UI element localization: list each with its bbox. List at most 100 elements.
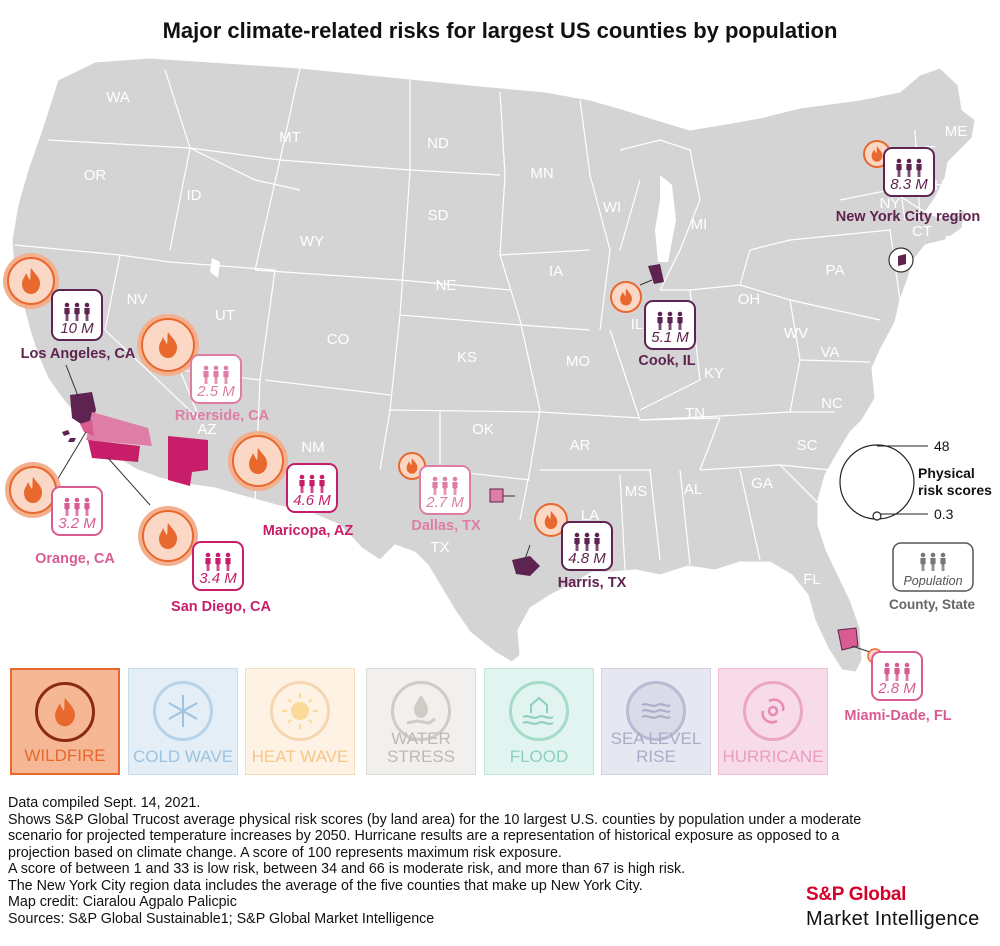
legend-tile-label: RISE — [636, 747, 676, 766]
state-label: SC — [797, 437, 818, 454]
footnote-line: projection based on climate change. A sc… — [8, 844, 562, 861]
footnote-line: Sources: S&P Global Sustainable1; S&P Gl… — [8, 910, 435, 927]
population-box-riverside: 2.5 M — [190, 354, 242, 404]
footnote-line: Shows S&P Global Trucost average physica… — [8, 811, 862, 828]
population-value: 5.1 M — [651, 329, 689, 346]
size-legend-max: 48 — [934, 438, 950, 454]
state-label: VA — [821, 344, 840, 361]
population-box-cook: 5.1 M — [644, 300, 696, 350]
risk-circle-riverside — [137, 314, 199, 376]
state-label: TX — [430, 539, 449, 556]
state-label: LA — [581, 507, 599, 524]
state-label: MO — [566, 353, 590, 370]
state-label: GA — [751, 475, 773, 492]
county-labels: Los Angeles, CA Riverside, CA Orange, CA… — [21, 209, 981, 724]
footnote-line: Data compiled Sept. 14, 2021. — [8, 795, 201, 811]
county-label: Dallas, TX — [411, 518, 481, 534]
hurricane-icon — [743, 681, 803, 741]
county-shape-dallas — [489, 488, 504, 503]
state-label: OR — [84, 167, 107, 184]
risk-circle-harris — [534, 503, 568, 537]
risk-circle-maricopa — [228, 431, 288, 491]
legend-tile-sea-level-rise: SEA LEVEL RISE — [601, 668, 711, 775]
county-label: San Diego, CA — [171, 599, 271, 615]
county-label: Orange, CA — [35, 551, 115, 567]
county-shape-orange — [80, 420, 94, 436]
county-label: Maricopa, AZ — [263, 523, 354, 539]
population-value: 4.6 M — [293, 492, 331, 509]
state-label: IL — [631, 316, 644, 333]
population-boxes: 10 M 2.5 M 3.2 M 3.4 M 4.6 M 2.7 M — [51, 147, 935, 701]
legend-tile-wildfire: WILDFIRE — [10, 668, 120, 775]
legend-tile-label: STRESS — [386, 747, 456, 766]
state-label: TN — [685, 405, 705, 422]
population-value: 8.3 M — [890, 176, 928, 193]
state-label: FL — [803, 571, 821, 588]
size-legend-title: risk scores — [918, 482, 992, 498]
state-label: NY — [880, 195, 901, 212]
size-legend-title: Physical — [918, 465, 975, 481]
population-box-maricopa: 4.6 M — [286, 463, 338, 513]
state-label: WI — [603, 199, 621, 216]
population-box-new-york: 8.3 M — [883, 147, 935, 197]
county-shape-miami-dade — [837, 627, 859, 651]
state-label: NJ — [908, 271, 926, 288]
population-box-harris: 4.8 M — [561, 521, 613, 571]
size-legend: 48 Physical risk scores 0.3 — [839, 438, 992, 522]
great-salt-lake — [210, 258, 220, 278]
county-shapes — [62, 247, 914, 651]
state-label: MD — [900, 319, 923, 336]
key-legend: Population County, State — [889, 542, 975, 612]
size-legend-min: 0.3 — [934, 506, 954, 522]
state-label: PA — [826, 262, 845, 279]
state-label: NC — [821, 395, 843, 412]
chart-title: Major climate-related risks for largest … — [162, 18, 838, 43]
footnote-line: A score of between 1 and 33 is low risk,… — [8, 861, 686, 877]
state-label: RI — [945, 233, 960, 250]
risk-circle-san-diego — [138, 506, 198, 566]
state-label: ME — [945, 123, 968, 140]
county-shape-cook — [648, 264, 664, 284]
state-label: WV — [784, 325, 808, 342]
state-label: DE — [901, 303, 922, 320]
population-box-dallas: 2.7 M — [419, 465, 471, 515]
state-label: MS — [625, 483, 648, 500]
population-value: 2.7 M — [425, 494, 464, 511]
brand-line-1: S&P Global — [806, 884, 907, 905]
risk-circles — [3, 140, 891, 664]
state-label: OK — [472, 421, 494, 438]
sun-icon — [270, 681, 330, 741]
state-label: CT — [912, 223, 932, 240]
state-label: MT — [279, 129, 301, 146]
legend-tile-label: WATER — [391, 729, 451, 748]
population-value: 4.8 M — [568, 550, 606, 567]
water-drop-hand-icon — [391, 681, 451, 741]
state-label: MN — [530, 165, 553, 182]
county-label: Harris, TX — [558, 575, 627, 591]
state-label: KS — [457, 349, 477, 366]
population-box-san-diego: 3.4 M — [192, 541, 244, 591]
brand-line-2: Market Intelligence — [806, 908, 980, 930]
population-value: 10 M — [60, 320, 94, 337]
waves-icon — [626, 681, 686, 741]
state-label: UT — [215, 307, 235, 324]
state-label: OH — [738, 291, 761, 308]
population-box-los-angeles: 10 M — [51, 289, 103, 341]
county-shape-los-angeles — [70, 392, 96, 426]
county-shape-nyc — [898, 254, 906, 266]
population-box-orange: 3.2 M — [51, 486, 103, 536]
legend-tile-cold-wave: COLD WAVE — [128, 668, 238, 775]
county-label: Miami-Dade, FL — [844, 708, 951, 724]
leader-lines — [55, 279, 871, 653]
state-label: NV — [127, 291, 148, 308]
state-label: CO — [327, 331, 350, 348]
flame-icon — [35, 682, 95, 742]
county-shape-san-diego — [88, 440, 140, 462]
legend-tile-hurricane: HURRICANE — [718, 668, 828, 775]
population-value: 2.8 M — [877, 680, 916, 697]
footnote-line: scenario for projected temperature incre… — [8, 828, 840, 844]
state-label: IA — [549, 263, 563, 280]
flooded-house-icon — [509, 681, 569, 741]
state-labels: WA OR ID MT ND SD WY NV UT CO NE KS OK T… — [84, 89, 968, 588]
county-label: Riverside, CA — [175, 408, 270, 424]
